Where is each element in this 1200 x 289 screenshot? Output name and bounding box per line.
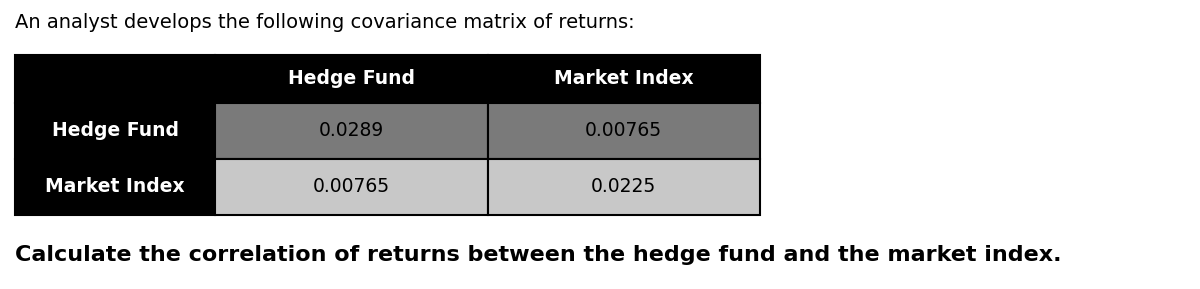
- Bar: [215, 159, 487, 215]
- Text: 0.00765: 0.00765: [313, 177, 390, 197]
- Text: Market Index: Market Index: [554, 69, 694, 88]
- Text: An analyst develops the following covariance matrix of returns:: An analyst develops the following covari…: [14, 12, 635, 32]
- Bar: [487, 159, 760, 215]
- Bar: [14, 159, 215, 215]
- Bar: [14, 103, 215, 159]
- Bar: [487, 55, 760, 103]
- Bar: [215, 55, 487, 103]
- Bar: [215, 103, 487, 159]
- Text: Market Index: Market Index: [46, 177, 185, 197]
- Bar: [14, 55, 215, 103]
- Bar: [487, 103, 760, 159]
- Text: 0.00765: 0.00765: [586, 121, 662, 140]
- Text: Calculate the correlation of returns between the hedge fund and the market index: Calculate the correlation of returns bet…: [14, 245, 1062, 265]
- Text: Hedge Fund: Hedge Fund: [288, 69, 415, 88]
- Text: 0.0289: 0.0289: [319, 121, 384, 140]
- Text: 0.0225: 0.0225: [592, 177, 656, 197]
- Text: Hedge Fund: Hedge Fund: [52, 121, 179, 140]
